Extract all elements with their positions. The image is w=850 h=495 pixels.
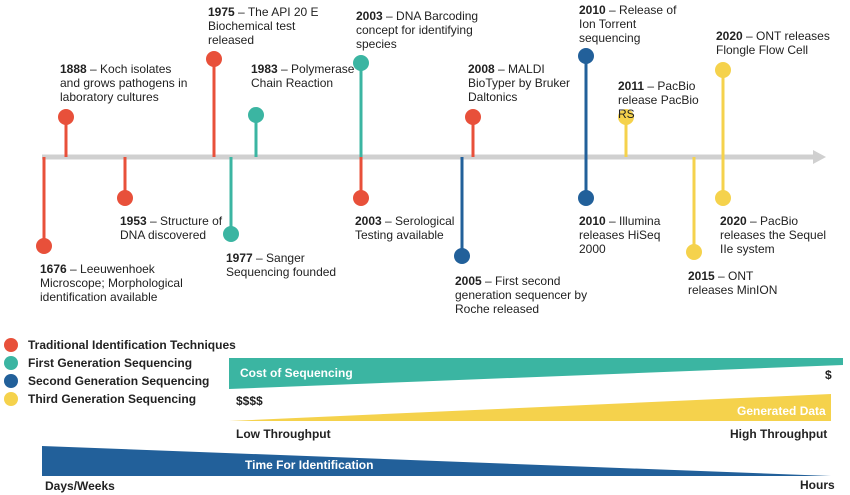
event-dot-1888 bbox=[58, 109, 74, 125]
cost-bar bbox=[229, 358, 843, 389]
event-label-1888: 1888 – Koch isolates and grows pathogens… bbox=[60, 62, 188, 104]
legend-item-traditional: Traditional Identification Techniques bbox=[4, 336, 236, 354]
timeline-arrowhead bbox=[813, 150, 826, 164]
cost-bar-title: Cost of Sequencing bbox=[240, 366, 353, 380]
event-label-1953: 1953 – Structure of DNA discovered bbox=[120, 214, 223, 242]
data-bar bbox=[229, 394, 831, 421]
event-dot-2015 bbox=[686, 244, 702, 260]
event-label-2020-flongle: 2020 – ONT releases Flongle Flow Cell bbox=[716, 29, 830, 57]
event-label-2010-illumina: 2010 – Illumina releases HiSeq 2000 bbox=[579, 214, 661, 256]
time-bar-title: Time For Identification bbox=[245, 458, 374, 472]
event-label-2005: 2005 – First second generation sequencer… bbox=[455, 274, 588, 316]
event-dot-2020 bbox=[715, 62, 731, 78]
event-dot-2010 bbox=[578, 48, 594, 64]
event-dot-2011 bbox=[618, 109, 634, 125]
days-weeks-label: Days/Weeks bbox=[45, 479, 115, 493]
event-label-2020-sequel: 2020 – PacBio releases the Sequel IIe sy… bbox=[720, 214, 827, 256]
event-dot-1953 bbox=[117, 190, 133, 206]
data-bar-title: Generated Data bbox=[737, 404, 826, 418]
high-throughput-label: High Throughput bbox=[730, 427, 828, 441]
event-label-2008: 2008 – MALDI BioTyper by Bruker Daltonic… bbox=[468, 62, 571, 104]
event-dot-2003 bbox=[353, 190, 369, 206]
event-dot-2010 bbox=[578, 190, 594, 206]
event-label-1975: 1975 – The API 20 E Biochemical test rel… bbox=[208, 5, 319, 47]
event-label-1676: 1676 – Leeuwenhoek Microscope; Morpholog… bbox=[40, 262, 183, 304]
cost-low-label: $ bbox=[825, 368, 832, 382]
event-label-2003-barcoding: 2003 – DNA Barcoding concept for identif… bbox=[356, 9, 479, 51]
legend-dot-second-gen bbox=[4, 374, 18, 388]
event-dot-1977 bbox=[223, 226, 239, 242]
hours-label: Hours bbox=[800, 478, 835, 492]
legend-item-second-gen: Second Generation Sequencing bbox=[4, 372, 209, 390]
time-bar bbox=[42, 446, 831, 476]
event-dot-1676 bbox=[36, 238, 52, 254]
legend-dot-third-gen bbox=[4, 392, 18, 406]
legend-item-third-gen: Third Generation Sequencing bbox=[4, 390, 196, 408]
event-label-2010-ion: 2010 – Release of Ion Torrent sequencing bbox=[579, 3, 677, 45]
low-throughput-label: Low Throughput bbox=[236, 427, 331, 441]
legend-dot-traditional bbox=[4, 338, 18, 352]
event-dot-2020 bbox=[715, 190, 731, 206]
event-label-2003-serological: 2003 – Serological Testing available bbox=[355, 214, 455, 242]
legend-dot-first-gen bbox=[4, 356, 18, 370]
event-label-1983: 1983 – Polymerase Chain Reaction bbox=[251, 62, 355, 90]
event-label-1977: 1977 – Sanger Sequencing founded bbox=[226, 251, 337, 279]
event-dot-2008 bbox=[465, 109, 481, 125]
cost-high-label: $$$$ bbox=[236, 394, 263, 408]
event-label-2011: 2011 – PacBio release PacBio RS bbox=[618, 79, 699, 121]
event-dot-2005 bbox=[454, 248, 470, 264]
event-dot-1983 bbox=[248, 107, 264, 123]
event-dot-1975 bbox=[206, 51, 222, 67]
event-label-2015: 2015 – ONT releases MinION bbox=[688, 269, 778, 297]
legend-item-first-gen: First Generation Sequencing bbox=[4, 354, 192, 372]
event-dot-2003 bbox=[353, 55, 369, 71]
